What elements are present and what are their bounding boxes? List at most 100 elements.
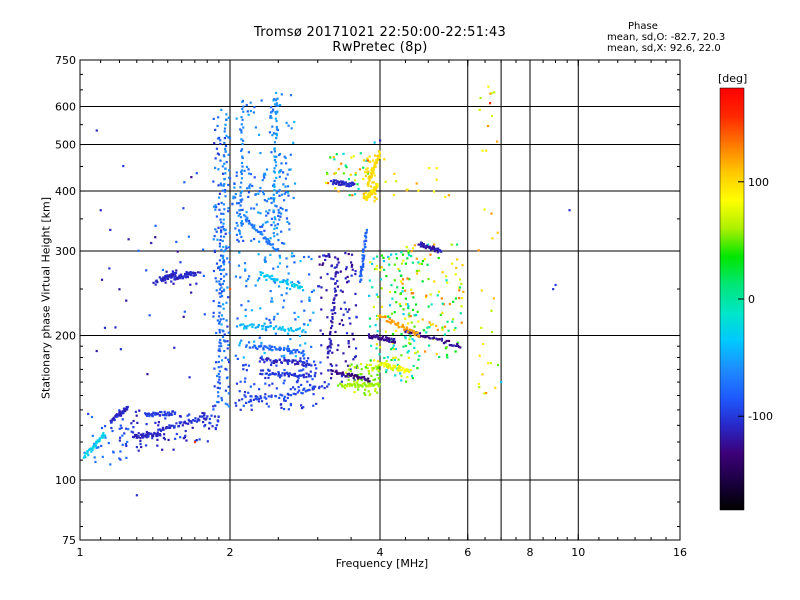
- echo-point: [238, 399, 241, 402]
- echo-point: [234, 196, 237, 199]
- echo-point: [284, 279, 287, 283]
- echo-point: [236, 224, 239, 227]
- echo-point: [214, 208, 217, 211]
- echo-point: [161, 448, 164, 451]
- echo-point: [328, 332, 332, 335]
- echo-point: [453, 328, 456, 332]
- echo-point: [243, 262, 247, 265]
- echo-point: [219, 349, 222, 353]
- echo-point: [384, 364, 387, 367]
- echo-point: [382, 315, 386, 319]
- echo-point: [289, 394, 293, 397]
- echo-point: [353, 356, 357, 359]
- echo-point: [167, 411, 170, 414]
- echo-point: [292, 141, 295, 144]
- echo-point: [223, 229, 226, 232]
- echo-point: [201, 411, 204, 415]
- echo-point: [328, 344, 331, 348]
- echo-point: [407, 249, 410, 252]
- echo-point: [440, 297, 443, 300]
- echo-point: [350, 265, 353, 268]
- echo-point: [328, 255, 331, 258]
- echo-point: [287, 124, 290, 127]
- echo-point: [245, 279, 248, 282]
- echo-point: [312, 404, 315, 407]
- echo-point: [273, 150, 277, 153]
- echo-point: [344, 251, 347, 255]
- echo-point: [242, 105, 245, 108]
- echo-point: [192, 419, 195, 422]
- echo-point: [340, 319, 344, 322]
- echo-point: [376, 334, 379, 337]
- x-tick-label: 6: [464, 546, 471, 559]
- echo-point: [281, 394, 284, 397]
- echo-point: [102, 432, 105, 435]
- echo-point: [277, 104, 280, 107]
- echo-point: [452, 344, 455, 347]
- echo-point: [270, 217, 274, 220]
- echo-point: [458, 296, 461, 300]
- echo-point: [405, 326, 409, 330]
- echo-point: [426, 335, 429, 338]
- echo-point: [248, 324, 251, 327]
- echo-point: [275, 104, 278, 107]
- echo-point: [330, 277, 333, 280]
- echo-point: [285, 371, 289, 374]
- echo-point: [216, 152, 219, 155]
- echo-point: [246, 324, 249, 328]
- echo-point: [375, 264, 379, 268]
- echo-point: [348, 308, 351, 311]
- echo-point: [404, 262, 408, 265]
- echo-point: [354, 384, 357, 387]
- echo-point: [404, 317, 407, 320]
- echo-point: [483, 208, 486, 211]
- echo-point: [275, 137, 278, 140]
- echo-point: [440, 337, 444, 340]
- echo-point: [416, 367, 419, 370]
- echo-point: [330, 309, 333, 312]
- echo-point: [404, 335, 407, 339]
- echo-point: [274, 117, 277, 120]
- echo-point: [460, 305, 463, 308]
- echo-point: [156, 434, 159, 437]
- echo-point: [272, 183, 276, 186]
- echo-point: [202, 417, 206, 420]
- echo-point: [401, 286, 405, 289]
- echo-point: [285, 217, 289, 220]
- echo-point: [380, 254, 384, 257]
- echo-point: [228, 231, 231, 234]
- echo-point: [377, 295, 380, 298]
- echo-point: [363, 392, 366, 395]
- echo-point: [409, 335, 412, 338]
- echo-point: [297, 280, 300, 283]
- echo-point: [279, 206, 282, 209]
- echo-point: [441, 328, 444, 331]
- echo-point: [195, 282, 198, 285]
- echo-point: [288, 287, 292, 291]
- echo-point: [241, 107, 244, 111]
- echo-point: [259, 271, 262, 274]
- echo-point: [190, 421, 193, 424]
- echo-point: [298, 359, 301, 363]
- echo-point: [490, 114, 494, 118]
- echo-point: [347, 280, 350, 283]
- echo-point: [219, 342, 222, 345]
- echo-point: [361, 268, 364, 271]
- echo-point: [429, 247, 433, 250]
- x-tick-label: 2: [227, 546, 234, 559]
- echo-point: [308, 299, 311, 302]
- echo-point: [298, 369, 301, 372]
- echo-point: [310, 345, 313, 348]
- echo-point: [227, 246, 231, 249]
- echo-point: [344, 308, 347, 311]
- echo-point: [392, 344, 395, 347]
- echo-point: [187, 271, 190, 275]
- echo-point: [161, 428, 164, 431]
- echo-point: [195, 420, 199, 423]
- echo-point: [349, 261, 353, 264]
- echo-point: [328, 337, 331, 341]
- echo-point: [139, 439, 142, 443]
- echo-point: [197, 417, 200, 420]
- echo-point: [319, 329, 322, 332]
